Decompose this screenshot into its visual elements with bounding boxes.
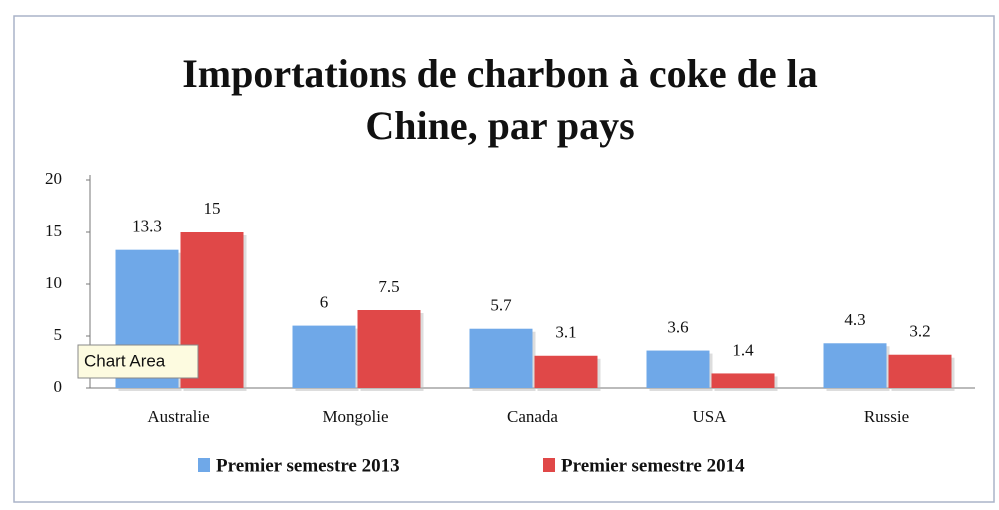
bar bbox=[823, 343, 887, 388]
x-tick-label: Russie bbox=[864, 407, 909, 426]
bar bbox=[888, 354, 952, 388]
data-label: 3.6 bbox=[667, 317, 688, 336]
bar bbox=[357, 310, 421, 388]
bar bbox=[469, 328, 533, 388]
tooltip-text: Chart Area bbox=[84, 351, 166, 370]
y-tick-label: 5 bbox=[54, 325, 63, 344]
bar bbox=[534, 355, 598, 388]
data-label: 7.5 bbox=[378, 277, 399, 296]
x-tick-label: USA bbox=[692, 407, 727, 426]
legend-label: Premier semestre 2014 bbox=[561, 455, 745, 476]
bar bbox=[646, 350, 710, 388]
data-label: 4.3 bbox=[844, 310, 865, 329]
legend-label: Premier semestre 2013 bbox=[216, 455, 400, 476]
bar bbox=[711, 373, 775, 388]
bar bbox=[292, 325, 356, 388]
data-label: 6 bbox=[320, 293, 329, 312]
legend-swatch bbox=[198, 458, 210, 472]
y-tick-label: 20 bbox=[45, 169, 62, 188]
tooltip-box bbox=[77, 344, 199, 379]
data-label: 5.7 bbox=[490, 296, 512, 315]
x-tick-label: Mongolie bbox=[322, 407, 388, 426]
data-label: 15 bbox=[204, 199, 221, 218]
y-tick-label: 15 bbox=[45, 221, 62, 240]
y-tick-label: 0 bbox=[54, 377, 63, 396]
y-tick-label: 10 bbox=[45, 273, 62, 292]
data-label: 13.3 bbox=[132, 217, 162, 236]
data-label: 3.1 bbox=[555, 323, 576, 342]
x-tick-label: Australie bbox=[147, 407, 209, 426]
legend-swatch bbox=[543, 458, 555, 472]
x-tick-label: Canada bbox=[507, 407, 558, 426]
data-label: 3.2 bbox=[909, 322, 930, 341]
data-label: 1.4 bbox=[732, 340, 754, 359]
chart-title: Importations de charbon à coke de la Chi… bbox=[182, 51, 818, 148]
